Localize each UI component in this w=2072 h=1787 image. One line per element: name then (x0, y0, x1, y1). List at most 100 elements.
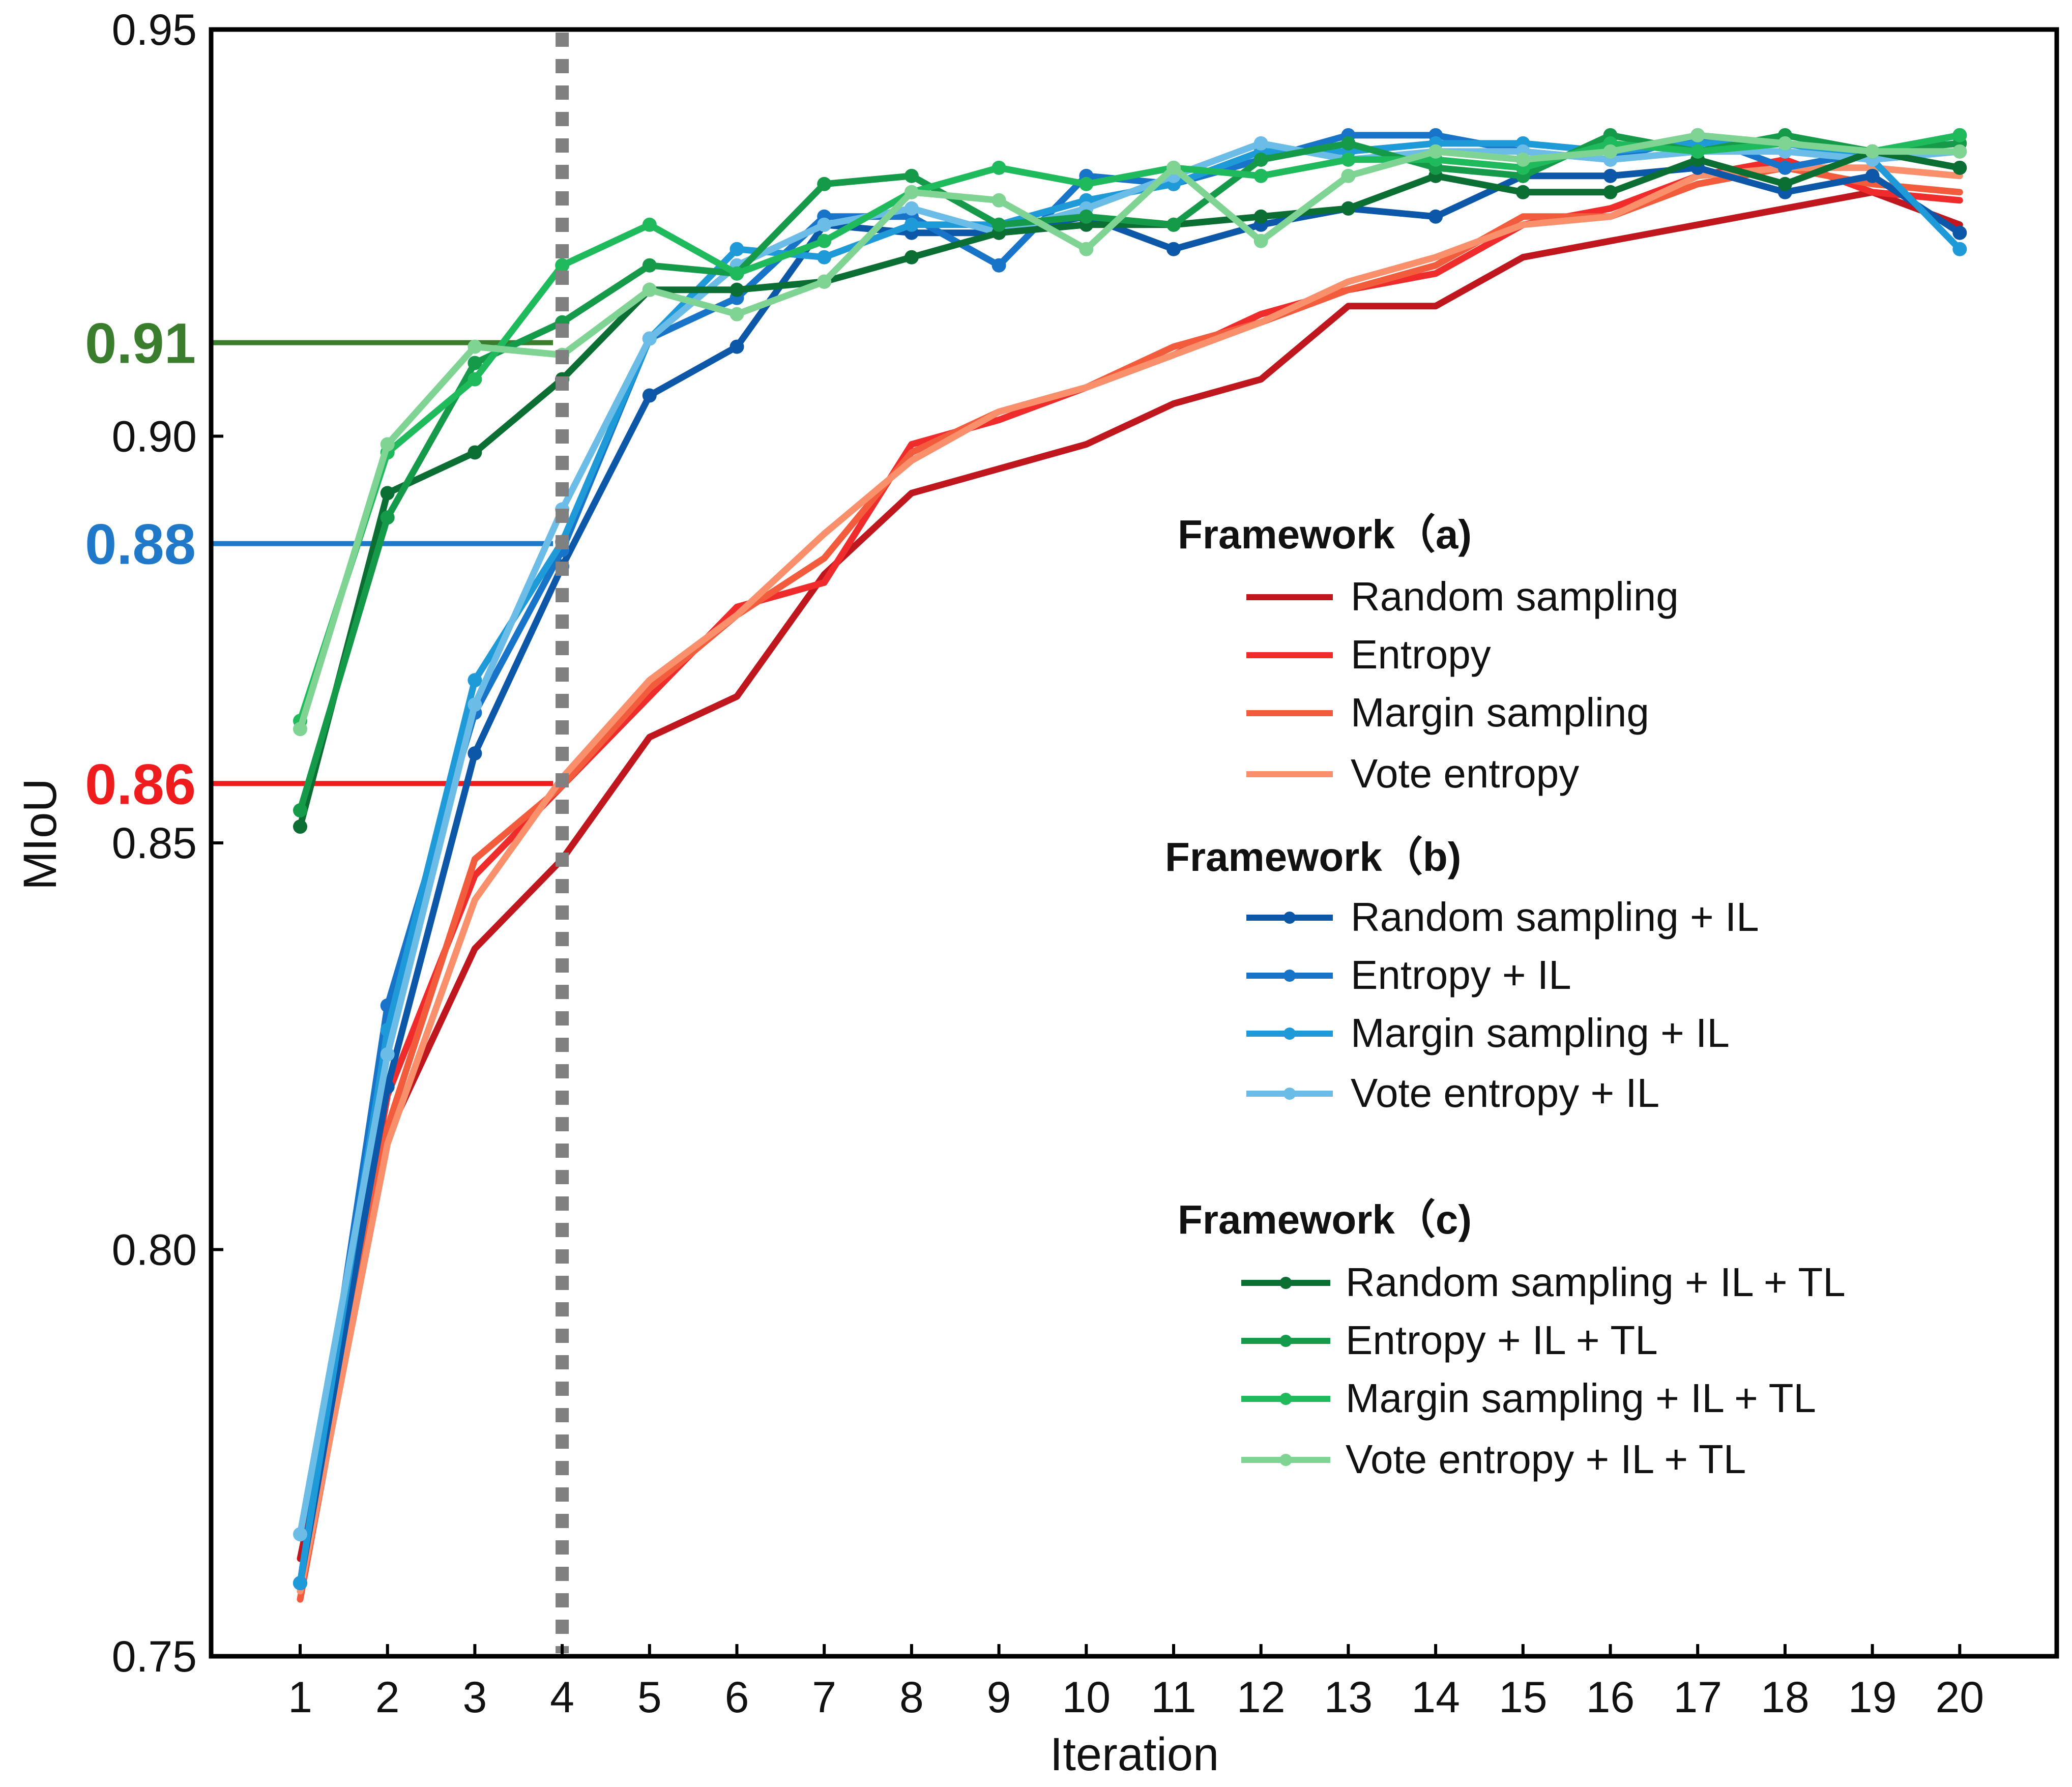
data-point (468, 746, 482, 761)
data-point (1777, 136, 1792, 151)
data-point (1079, 209, 1094, 224)
legend-entry: Random sampling + IL + TL (1346, 1259, 1846, 1305)
x-tick-label: 14 (1411, 1673, 1460, 1722)
tick-layer: 0.750.800.850.900.951 2 3 4 5 6 7 8 9 10 11 12 13 14 1… (112, 6, 1985, 1722)
x-tick-label: 15 (1499, 1673, 1548, 1722)
legend-entry: Vote entropy + IL (1351, 1070, 1659, 1116)
y-tick-label: 0.85 (112, 819, 197, 868)
x-axis-label: Iteration (1050, 1729, 1219, 1780)
data-point (991, 258, 1006, 273)
x-tick-label: 2 (375, 1673, 400, 1722)
x-tick-label: 16 (1586, 1673, 1635, 1722)
data-point (1603, 144, 1618, 159)
data-point (991, 217, 1006, 232)
x-tick-label: 13 (1324, 1673, 1373, 1722)
series-line (297, 189, 1963, 1562)
legend-marker (1283, 1028, 1296, 1040)
x-tick-label: 9 (987, 1673, 1011, 1722)
legend-heading: Framework（b) (1165, 834, 1461, 880)
legend-entry: Margin sampling (1351, 690, 1649, 735)
data-point (729, 339, 744, 354)
data-point (642, 217, 657, 232)
data-point (1690, 144, 1705, 159)
data-point (293, 722, 307, 737)
data-point (1952, 225, 1967, 240)
data-point (1166, 160, 1181, 175)
data-point (729, 266, 744, 281)
data-point (817, 233, 832, 248)
data-point (380, 437, 395, 452)
data-point (1253, 136, 1268, 151)
x-tick-label: 11 (1151, 1673, 1196, 1722)
data-point (1428, 144, 1443, 159)
series-layer (293, 128, 1967, 1603)
data-point (1079, 242, 1094, 256)
data-point (1777, 177, 1792, 191)
legend-entry: Vote entropy (1351, 751, 1579, 796)
series-line (297, 132, 1963, 733)
data-point (468, 673, 482, 688)
data-point (380, 510, 395, 525)
data-point (1341, 136, 1356, 151)
data-point (293, 803, 307, 818)
data-point (904, 168, 919, 183)
y-tick-label: 0.90 (112, 413, 197, 461)
data-point (1515, 185, 1530, 199)
data-point (1166, 242, 1181, 256)
reference-lines: 0.91 0.88 0.86 (85, 312, 553, 816)
data-point (991, 193, 1006, 208)
x-tick-label: 1 (288, 1673, 312, 1722)
data-point (642, 282, 657, 297)
x-tick-label: 6 (725, 1673, 749, 1722)
data-point (380, 486, 395, 501)
data-point (1603, 185, 1618, 199)
legend-marker (1279, 1393, 1292, 1405)
legend-entry: Random sampling (1351, 574, 1679, 619)
legend-entry: Margin sampling + IL (1351, 1010, 1730, 1056)
x-tick-label: 20 (1935, 1673, 1984, 1722)
data-point (1253, 233, 1268, 248)
legend-marker (1279, 1454, 1292, 1466)
data-point (904, 217, 919, 232)
data-point (1341, 168, 1356, 183)
x-tick-label: 8 (899, 1673, 924, 1722)
data-point (729, 282, 744, 297)
data-point (468, 339, 482, 354)
series-line (297, 164, 1963, 1603)
data-point (468, 372, 482, 387)
data-point (293, 1576, 307, 1591)
data-point (642, 258, 657, 273)
data-point (1603, 168, 1618, 183)
reference-label: 0.86 (85, 752, 196, 816)
y-tick-label: 0.95 (112, 6, 197, 54)
data-point (1690, 128, 1705, 142)
legend-entry: Entropy (1351, 632, 1491, 677)
legend-marker (1283, 970, 1296, 982)
data-point (468, 697, 482, 712)
series-line (297, 164, 1963, 1587)
data-point (1341, 152, 1356, 167)
legend-marker (1283, 1088, 1296, 1100)
data-point (1341, 201, 1356, 216)
data-point (1253, 168, 1268, 183)
series-line (297, 148, 1963, 830)
data-point (1952, 242, 1967, 256)
data-point (904, 201, 919, 216)
data-point (729, 307, 744, 321)
x-tick-label: 17 (1673, 1673, 1722, 1722)
legend-entry: Entropy + IL + TL (1346, 1317, 1658, 1363)
legend-entry: Vote entropy + IL + TL (1346, 1437, 1746, 1482)
reference-label: 0.88 (85, 513, 196, 576)
data-point (293, 819, 307, 834)
x-tick-label: 4 (550, 1673, 574, 1722)
x-tick-label: 19 (1848, 1673, 1897, 1722)
x-tick-label: 7 (812, 1673, 836, 1722)
x-tick-label: 3 (462, 1673, 487, 1722)
data-point (468, 445, 482, 460)
x-tick-label: 12 (1237, 1673, 1286, 1722)
reference-label: 0.91 (85, 312, 196, 375)
data-point (1952, 160, 1967, 175)
x-tick-label: 5 (637, 1673, 662, 1722)
